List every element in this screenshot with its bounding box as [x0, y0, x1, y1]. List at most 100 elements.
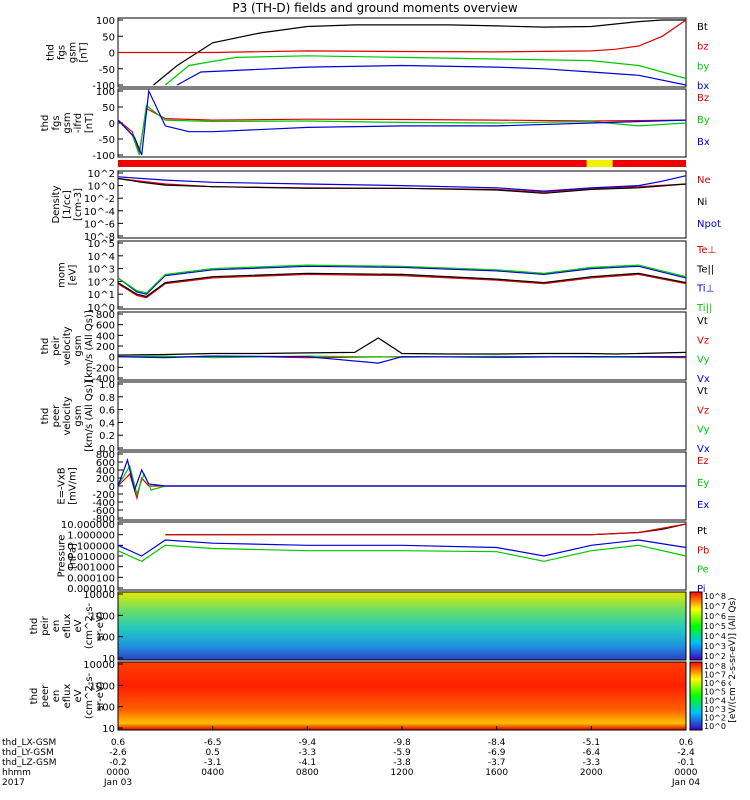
colorbar-1 — [689, 591, 703, 661]
x-tick-label: 0800 — [296, 768, 319, 778]
y-tick-label: 0 — [109, 353, 115, 364]
y-tick-label: 0.8 — [99, 393, 115, 404]
y-axis-label: fgs — [57, 45, 68, 60]
y-axis-label: eflux — [62, 684, 73, 709]
legend-Vz: Vz — [697, 335, 709, 346]
x-tick-label: -3.3 — [583, 758, 601, 768]
series-Pi — [117, 539, 687, 557]
y-tick-label: 10000 — [83, 590, 115, 601]
y-tick-label: 100 — [96, 16, 115, 27]
y-tick-label: 200 — [96, 474, 115, 485]
legend-Npot: Npot — [697, 219, 721, 230]
y-tick-label: 1000 — [90, 681, 115, 692]
y-tick-label: -100 — [92, 151, 115, 162]
y-tick-label: 400 — [96, 331, 115, 342]
x-tick-label: 0000 — [107, 768, 130, 778]
legend-Pe: Pe — [697, 565, 709, 576]
x-tick-label: -2.6 — [109, 748, 127, 758]
legend-Pi: Pi — [697, 584, 706, 595]
y-tick-label: 10 — [102, 654, 115, 665]
x-tick-label: -0.2 — [109, 758, 127, 768]
y-tick-label: 10 — [102, 724, 115, 735]
x-row-label: hhmm — [2, 768, 31, 778]
y-axis-label: en — [51, 690, 62, 703]
colorbar-tick: 10^7 — [704, 602, 726, 611]
y-tick-label: 10000 — [83, 660, 115, 671]
y-axis-label: mom — [57, 262, 68, 288]
status-bar-segment — [586, 160, 613, 167]
y-axis-label: gsm — [73, 335, 84, 356]
legend-Vy: Vy — [697, 425, 710, 436]
x-row-label: thd_LX-GSM — [2, 738, 56, 748]
legend-Bz: Bz — [697, 93, 709, 104]
colorbar-2 — [689, 661, 703, 731]
x-tick-label: 0.5 — [206, 748, 220, 758]
x-tick-label: -6.5 — [204, 738, 222, 748]
y-tick-label: 800 — [96, 310, 115, 321]
x-tick-label: -3.3 — [299, 748, 317, 758]
y-axis-label: thd — [29, 618, 40, 635]
series-Ni — [117, 177, 687, 194]
y-axis-label: Density — [51, 185, 62, 223]
series-by — [164, 55, 687, 86]
legend-Vy: Vy — [697, 355, 710, 366]
y-axis-label: [eV] — [68, 265, 79, 286]
legend-Bt: Bt — [697, 22, 708, 33]
y-axis-label: -ifrd — [73, 113, 84, 133]
spectrogram-2 — [118, 662, 686, 730]
y-tick-label: 10^0 — [88, 303, 115, 314]
y-tick-label: 50 — [102, 32, 115, 43]
x-tick-label: 0000 — [675, 768, 698, 778]
series-Vx — [117, 355, 686, 364]
legend-Vx: Vx — [697, 444, 710, 455]
colorbar-tick: 10^5 — [704, 622, 726, 631]
series-Ex — [117, 457, 686, 493]
colorbar-tick: 10^2 — [704, 652, 726, 661]
x-tick-label: 1600 — [485, 768, 508, 778]
x-tick-label: -9.4 — [299, 738, 317, 748]
legend-Vz: Vz — [697, 405, 709, 416]
y-axis-label: thd — [40, 408, 51, 425]
colorbar-tick: 10^0 — [704, 722, 726, 731]
x-tick-label: -4.1 — [299, 758, 317, 768]
colorbar-tick: 10^2 — [704, 713, 726, 722]
y-axis-label: gsm — [68, 42, 79, 63]
y-axis-label: fgs — [51, 115, 62, 130]
series-Ti|| — [117, 264, 687, 294]
y-axis-label: velocity — [62, 396, 73, 435]
y-tick-label: 0.6 — [99, 406, 115, 417]
y-tick-label: 600 — [96, 321, 115, 332]
legend-bz: bz — [697, 42, 709, 53]
legend-Vt: Vt — [697, 386, 708, 397]
y-tick-label: 10.000000 — [61, 520, 115, 531]
legend-Vt: Vt — [697, 316, 708, 327]
colorbar-tick: 10^4 — [704, 696, 726, 705]
y-axis-label: peir — [51, 335, 62, 355]
y-axis-label: thd — [40, 115, 51, 132]
y-tick-label: 10^5 — [88, 239, 115, 250]
series-Pb — [165, 523, 687, 536]
y-tick-label: 0.4 — [99, 418, 115, 429]
y-tick-label: 1000 — [90, 611, 115, 622]
series-Ti⊥ — [117, 265, 687, 295]
y-axis-label: peer — [40, 684, 51, 708]
legend-Ey: Ey — [697, 478, 709, 489]
y-tick-label: 10^-8 — [84, 232, 115, 243]
y-axis-label: [cm-3] — [73, 188, 84, 221]
y-axis-label: thd — [46, 44, 57, 61]
y-axis-label: thd — [40, 338, 51, 355]
y-tick-label: 10^0 — [88, 182, 115, 193]
y-axis-label: [nPa] — [68, 543, 79, 569]
series-bx — [176, 64, 687, 86]
panel-frame-3 — [117, 170, 687, 239]
series-Ey — [117, 464, 686, 497]
y-axis-label: [km/s (All Qs)] — [84, 380, 95, 452]
y-tick-label: 1.0 — [99, 380, 115, 391]
legend-Te⊥: Te⊥ — [696, 245, 716, 256]
legend-Te||: Te|| — [696, 264, 714, 275]
x-tick-label: 1200 — [391, 768, 414, 778]
colorbar-tick: 10^7 — [704, 671, 726, 680]
y-axis-label: gsm — [62, 112, 73, 133]
y-tick-label: -50 — [99, 135, 115, 146]
